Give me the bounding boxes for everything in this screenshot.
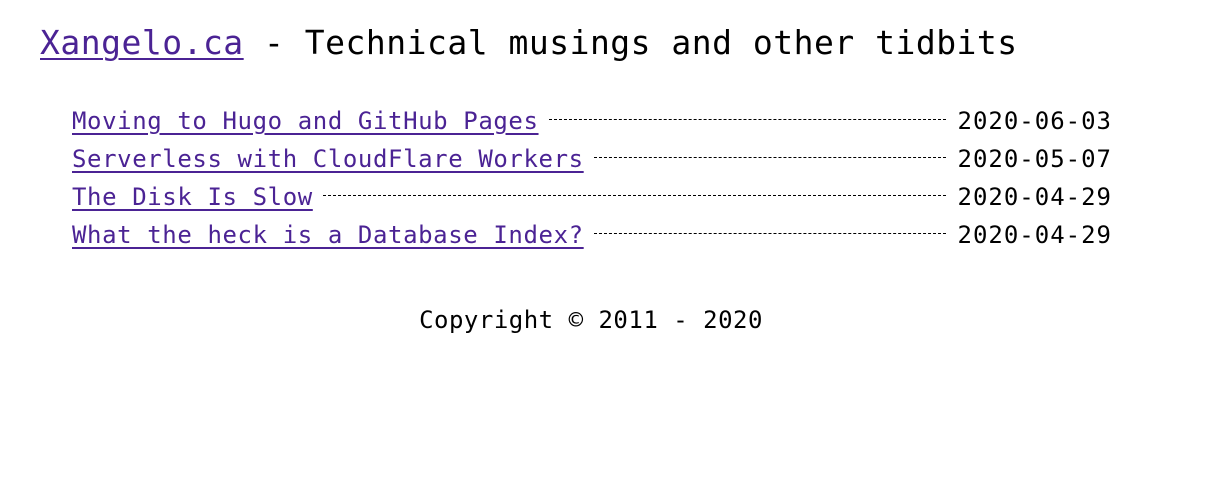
list-item: Moving to Hugo and GitHub Pages 2020-06-… — [72, 102, 1112, 140]
post-list: Moving to Hugo and GitHub Pages 2020-06-… — [72, 102, 1112, 254]
list-item: Serverless with CloudFlare Workers 2020-… — [72, 140, 1112, 178]
post-date: 2020-04-29 — [957, 183, 1112, 211]
post-date: 2020-06-03 — [957, 107, 1112, 135]
post-link[interactable]: The Disk Is Slow — [72, 183, 313, 211]
post-link[interactable]: Serverless with CloudFlare Workers — [72, 145, 584, 173]
list-item: The Disk Is Slow 2020-04-29 — [72, 178, 1112, 216]
post-date: 2020-05-07 — [957, 145, 1112, 173]
dotted-leader — [593, 156, 946, 158]
dotted-leader — [322, 194, 946, 196]
post-date: 2020-04-29 — [957, 221, 1112, 249]
post-link[interactable]: Moving to Hugo and GitHub Pages — [72, 107, 539, 135]
post-link[interactable]: What the heck is a Database Index? — [72, 221, 584, 249]
page-header: Xangelo.ca - Technical musings and other… — [40, 22, 1018, 64]
site-home-link[interactable]: Xangelo.ca — [40, 23, 244, 62]
dotted-leader — [548, 118, 946, 120]
list-item: What the heck is a Database Index? 2020-… — [72, 216, 1112, 254]
dotted-leader — [593, 232, 946, 234]
footer-copyright: Copyright © 2011 - 2020 — [419, 306, 763, 334]
site-tagline: - Technical musings and other tidbits — [243, 23, 1018, 62]
